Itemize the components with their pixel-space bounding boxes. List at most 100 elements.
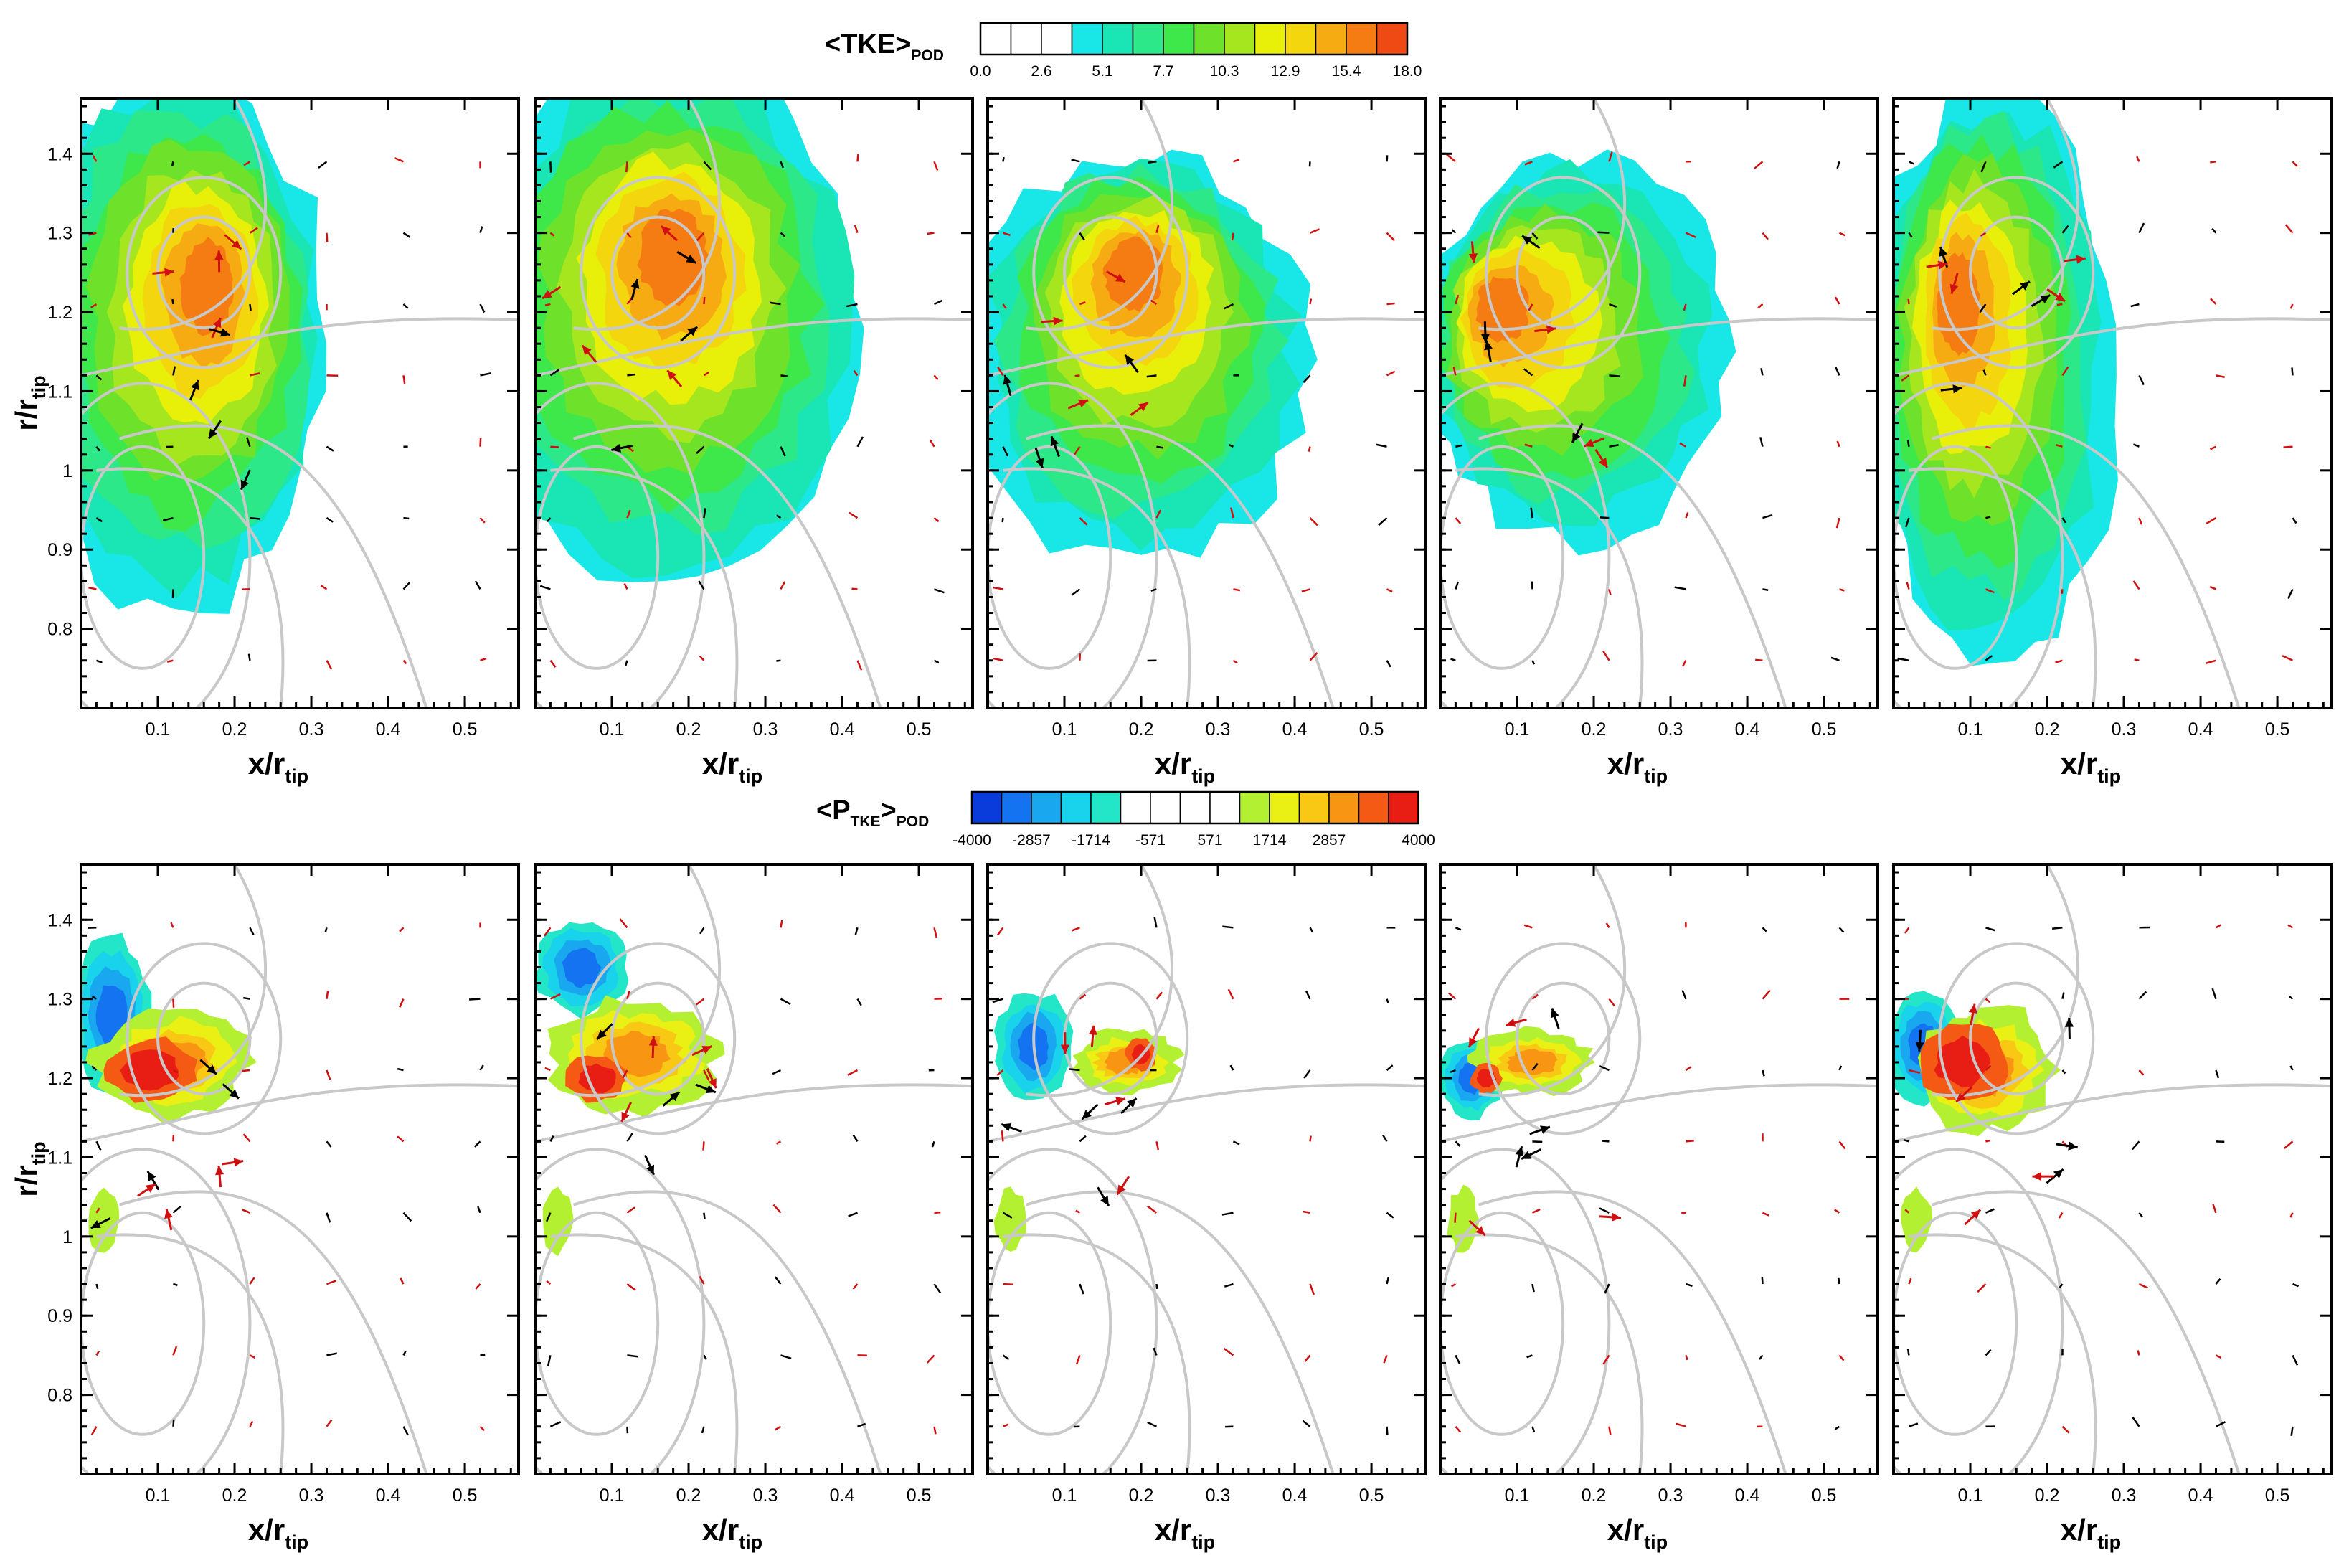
x-axis-label-main: x/r [248,747,285,780]
panel-plot-area [1394,98,1878,732]
x-tick-label: 0.1 [146,719,171,740]
x-tick-label: 0.5 [907,719,932,740]
x-tick-label: 0.5 [1812,1486,1837,1506]
x-tick-label: 0.5 [1359,719,1384,740]
x-tick-label: 0.3 [1658,719,1683,740]
x-axis-label-sub: tip [739,765,762,787]
panel-plot-area [466,55,973,732]
x-tick-label: 0.4 [2188,1486,2213,1506]
panel-background [1894,864,2331,1474]
colorbar-tick-label: 2857 [1313,832,1346,849]
x-tick-label: 0.2 [1129,1486,1154,1506]
x-tick-label: 0.2 [222,1486,247,1506]
velocity-vector [1222,927,1233,928]
velocity-vector [780,375,787,376]
y-tick-label: 0.8 [47,620,72,640]
velocity-vector [1003,1284,1013,1285]
y-tick-label: 1.4 [47,910,72,930]
ptke-colorbar-title-main: <P [816,795,851,826]
x-tick-label: 0.3 [753,1486,778,1506]
x-axis-label: x/rtip [1155,747,1215,787]
x-axis-label-sub: tip [1644,765,1668,787]
tke-colorbar-title-main: <TKE> [825,29,911,60]
x-axis-label: x/rtip [2061,747,2121,787]
y-tick-label: 1.4 [47,144,72,164]
y-tick-label: 1.1 [47,382,72,402]
ptke-colorbar-title-mid: TKE [851,813,881,830]
colorbar-cell [1316,23,1347,55]
x-axis-label-main: x/r [702,747,739,780]
colorbar-cell [1194,23,1225,55]
x-axis-label: x/rtip [1607,747,1668,787]
velocity-vector [1762,589,1768,590]
colorbar-cell [1377,23,1408,55]
x-axis-label: x/rtip [2061,1513,2121,1553]
velocity-vector [1686,1140,1693,1141]
x-tick-label: 0.3 [753,719,778,740]
velocity-vector [1609,375,1620,376]
x-tick-label: 0.5 [453,1486,478,1506]
velocity-vector [927,233,935,234]
tke-colorbar-cells [980,23,1407,55]
velocity-vector [1455,1213,1456,1223]
velocity-vector [1002,1130,1003,1141]
velocity-vector [173,1420,174,1427]
panel-plot-area [942,98,1425,732]
panel-plot-area [489,864,973,1498]
y-tick-label: 0.9 [47,1306,72,1326]
velocity-vector [1303,1212,1310,1213]
colorbar-cell [1389,792,1419,823]
colorbar-tick-label: 0.0 [970,63,991,80]
y-tick-label: 1.2 [47,1069,72,1089]
y-tick-label: 0.9 [47,540,72,560]
x-axis-label: x/rtip [1607,1513,1668,1553]
velocity-vector [1602,1140,1609,1141]
colorbar-tick-label: -1714 [1072,832,1110,849]
colorbar-tick-label: 4000 [1402,832,1435,849]
colorbar-cell [1150,792,1181,823]
velocity-vector [1232,233,1233,240]
x-tick-label: 0.5 [2265,719,2290,740]
colorbar-cell [1121,792,1151,823]
velocity-vector [403,518,409,519]
velocity-vector [480,1355,485,1356]
velocity-vector [1600,517,1609,518]
colorbar-tick-label: 18.0 [1393,63,1422,80]
x-tick-label: 0.1 [146,1486,171,1506]
tke-colorbar-title-sub: POD [911,47,944,64]
velocity-vector [1455,445,1462,447]
velocity-vector [1233,589,1239,590]
ptke-colorbar-title-sub: POD [897,813,930,830]
panel-background [81,864,519,1474]
x-tick-label: 0.4 [830,719,855,740]
x-tick-label: 0.2 [1582,1486,1607,1506]
x-axis-label-sub: tip [2097,765,2121,787]
panel-plot-area [1848,864,2331,1498]
x-tick-label: 0.1 [1052,719,1077,740]
colorbar-cell [1255,23,1286,55]
colorbar-cell [1041,23,1072,55]
x-tick-label: 0.2 [676,719,701,740]
velocity-vector [2138,1351,2140,1356]
x-tick-label: 0.3 [299,719,324,740]
velocity-vector [1755,660,1762,661]
colorbar-cell [1031,792,1062,823]
x-axis-label-sub: tip [1644,1531,1668,1553]
velocity-vector [1838,1278,1839,1284]
x-axis-label-sub: tip [2097,1531,2121,1553]
velocity-vector [550,161,551,172]
x-axis-label-main: x/r [2061,1513,2097,1546]
colorbar-tick-label: -571 [1135,832,1166,849]
velocity-vector [851,589,857,590]
colorbar-cell [1300,792,1330,823]
tke-colorbar-title: <TKE>POD [825,29,944,64]
colorbar-tick-label: 1714 [1253,832,1287,849]
